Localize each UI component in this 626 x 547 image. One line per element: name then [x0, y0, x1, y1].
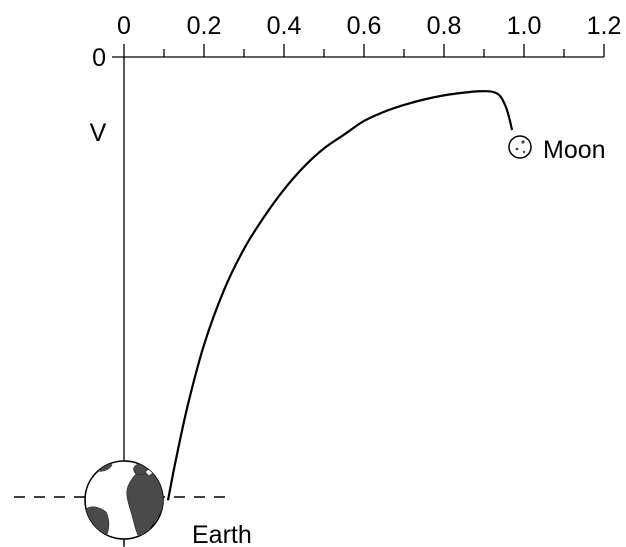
y-tick-label-0: 0 — [92, 44, 106, 72]
x-tick-label: 0.6 — [347, 12, 382, 40]
x-tick-label: 0.4 — [267, 12, 302, 40]
x-tick-label: 1.2 — [587, 12, 622, 40]
x-tick-label: 0.8 — [427, 12, 462, 40]
moon-label: Moon — [543, 136, 606, 164]
x-axis: 0 0.2 0.4 0.6 0.8 1.0 1.2 — [112, 12, 621, 58]
x-tick-label: 0 — [117, 12, 131, 40]
x-tick-labels: 0 0.2 0.4 0.6 0.8 1.0 1.2 — [117, 12, 621, 40]
y-axis-label: V — [90, 119, 107, 147]
earth-icon — [84, 460, 164, 547]
trajectory-curve — [166, 90, 514, 501]
x-tick-label: 1.0 — [507, 12, 542, 40]
earth-label: Earth — [192, 521, 252, 547]
moon-icon — [508, 135, 532, 159]
x-tick-marks — [123, 44, 605, 57]
x-tick-label: 0.2 — [187, 12, 222, 40]
